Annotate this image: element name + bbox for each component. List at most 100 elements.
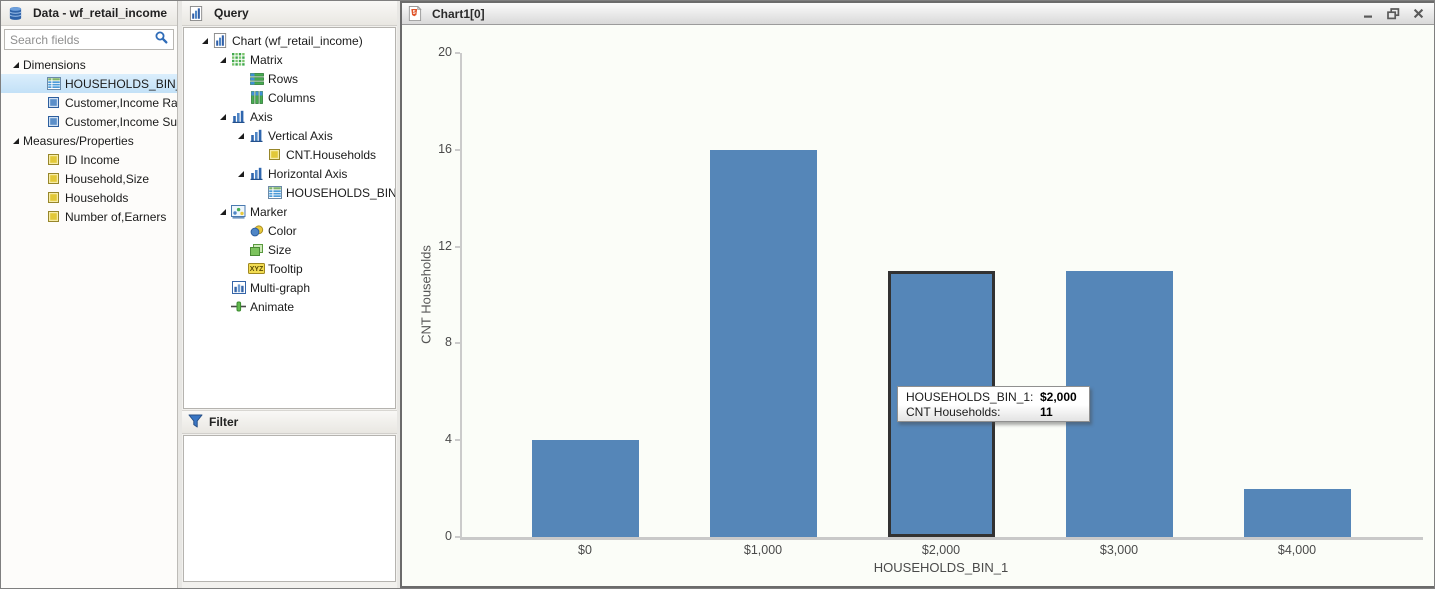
bar-$1,000[interactable] [709, 150, 817, 537]
measure-icon [45, 192, 62, 203]
tree-item-label: Matrix [250, 52, 283, 67]
tree-item-id-income[interactable]: ID Income [1, 150, 177, 169]
color-icon [248, 224, 265, 237]
search-icon[interactable] [154, 30, 168, 49]
tree-item-households[interactable]: Households [1, 188, 177, 207]
tooltip-value: $2,000 [1040, 390, 1077, 404]
tree-item-measures-properties[interactable]: Measures/Properties [1, 131, 177, 150]
y-axis-title: CNT Households [418, 245, 434, 344]
tree-item-matrix-q[interactable]: Matrix [184, 50, 395, 69]
y-tick-mark [455, 439, 460, 442]
y-tick-mark [455, 536, 460, 538]
bar-$4,000[interactable] [1243, 489, 1351, 537]
tree-item-label: Multi-graph [250, 280, 311, 295]
tree-expand-arrow[interactable] [216, 208, 230, 215]
search-box[interactable] [4, 29, 174, 50]
tree-item-vertical-axis-q[interactable]: Vertical Axis [184, 126, 395, 145]
filter-icon [188, 414, 203, 431]
y-tick-mark [455, 148, 460, 151]
tree-item-number-of-earners[interactable]: Number of,Earners [1, 207, 177, 226]
tree-item-customer-income-subrang[interactable]: Customer,Income Subrang [1, 112, 177, 131]
tree-item-label: Households [65, 190, 129, 205]
data-panel: Data - wf_retail_income Dimensions HOUSEH… [1, 1, 178, 588]
tree-item-customer-income-range[interactable]: Customer,Income Range [1, 93, 177, 112]
query-panel-header: Query [182, 1, 397, 26]
tree-expand-arrow[interactable] [216, 113, 230, 120]
chart-window-title-bar[interactable]: 5 Chart1[0] [402, 3, 1434, 25]
tree-expand-arrow[interactable] [234, 132, 248, 139]
matrix-icon [230, 53, 247, 66]
tree-item-size-q[interactable]: Size [184, 240, 395, 259]
y-axis-line [460, 53, 462, 540]
tree-item-rows-q[interactable]: Rows [184, 69, 395, 88]
restore-button[interactable] [1387, 7, 1400, 20]
database-icon [7, 6, 24, 21]
table-icon [266, 186, 283, 199]
query-tree: Chart (wf_retail_income) Matrix Rows Column… [184, 28, 395, 316]
tree-item-label: Horizontal Axis [268, 166, 348, 181]
tree-item-marker-q[interactable]: Marker [184, 202, 395, 221]
tree-expand-arrow[interactable] [9, 61, 23, 68]
tree-item-cnt-households-q[interactable]: CNT.Households [184, 145, 395, 164]
rows-icon [248, 72, 265, 85]
filter-header: Filter [182, 410, 397, 434]
tree-expand-arrow[interactable] [198, 37, 212, 44]
x-tick-label: $4,000 [1277, 543, 1317, 557]
tree-item-color-q[interactable]: Color [184, 221, 395, 240]
tree-expand-arrow[interactable] [234, 170, 248, 177]
data-field-tree: Dimensions HOUSEHOLDS_BIN_1 Customer,Incom… [1, 52, 177, 226]
filter-title: Filter [209, 415, 239, 429]
size-icon [248, 243, 265, 256]
tree-item-households-bin-1[interactable]: HOUSEHOLDS_BIN_1 [1, 74, 177, 93]
y-tick-mark [455, 52, 460, 54]
tree-item-label: Dimensions [23, 57, 86, 72]
tree-item-horizontal-axis-q[interactable]: Horizontal Axis [184, 164, 395, 183]
y-tick-label: 12 [438, 238, 452, 253]
table-icon [45, 77, 62, 90]
tree-item-dimensions[interactable]: Dimensions [1, 55, 177, 74]
tooltip-row: HOUSEHOLDS_BIN_1: $2,000 [906, 390, 1081, 405]
tree-item-columns-q[interactable]: Columns [184, 88, 395, 107]
filter-drop-area[interactable] [183, 435, 396, 582]
tree-item-households-bin-1-q[interactable]: HOUSEHOLDS_BIN_1 [184, 183, 395, 202]
close-button[interactable] [1413, 8, 1424, 19]
tree-item-label: Customer,Income Range [65, 95, 177, 110]
measure-icon [45, 211, 62, 222]
data-panel-header: Data - wf_retail_income [1, 1, 177, 26]
tree-item-tooltip-q[interactable]: XYZ Tooltip [184, 259, 395, 278]
y-tick-label: 16 [438, 141, 452, 156]
tree-item-label: Chart (wf_retail_income) [232, 33, 363, 48]
query-tree-box: Chart (wf_retail_income) Matrix Rows Column… [183, 27, 396, 409]
tree-item-label: HOUSEHOLDS_BIN_1 [286, 185, 395, 200]
tree-item-label: Household,Size [65, 171, 150, 186]
dimension-icon [45, 116, 62, 127]
tree-item-label: Number of,Earners [65, 209, 167, 224]
bar-$0[interactable] [531, 440, 639, 537]
animate-icon [230, 301, 247, 312]
tree-expand-arrow[interactable] [216, 56, 230, 63]
tree-item-chart-wf-retail-income--q[interactable]: Chart (wf_retail_income) [184, 31, 395, 50]
tree-item-animate-q[interactable]: Animate [184, 297, 395, 316]
query-panel: Query Chart (wf_retail_income) Matrix Rows… [182, 1, 397, 588]
tree-item-label: HOUSEHOLDS_BIN_1 [65, 76, 177, 91]
x-tick-label: $0 [578, 543, 592, 557]
measure-icon [45, 173, 62, 184]
tooltip-icon: XYZ [248, 263, 265, 274]
y-tick-label: 8 [445, 335, 452, 350]
multigraph-icon [230, 281, 247, 294]
tooltip-value: 11 [1040, 405, 1053, 419]
search-input[interactable] [10, 32, 150, 47]
chart-page-icon: 5 [406, 6, 423, 21]
x-axis-title: HOUSEHOLDS_BIN_1 [873, 560, 1009, 575]
tree-item-multi-graph-q[interactable]: Multi-graph [184, 278, 395, 297]
tree-expand-arrow[interactable] [9, 137, 23, 144]
chartdoc-icon [212, 33, 229, 48]
svg-text:XYZ: XYZ [250, 266, 264, 273]
y-tick-mark [455, 245, 460, 248]
marker-icon [230, 204, 247, 219]
minimize-button[interactable] [1363, 8, 1374, 19]
tree-item-household-size[interactable]: Household,Size [1, 169, 177, 188]
tree-item-axis-q[interactable]: Axis [184, 107, 395, 126]
chart-window-title: Chart1[0] [432, 6, 485, 21]
